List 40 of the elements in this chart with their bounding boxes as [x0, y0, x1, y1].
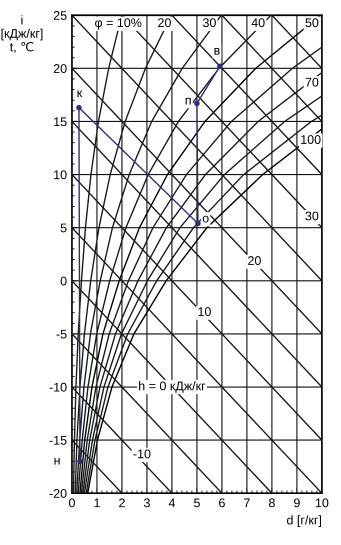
y-tick-label: -15	[50, 436, 67, 445]
x-tick-label: 0	[68, 498, 75, 508]
y-tick-label: 25	[54, 11, 67, 20]
annotation: 20	[248, 256, 261, 266]
annotation: 50	[305, 18, 318, 28]
y-tick-label: 10	[54, 170, 67, 180]
y-tick-label: 15	[54, 117, 67, 126]
x-tick-label: 2	[119, 498, 125, 508]
annotation: 100	[301, 135, 321, 144]
y-tick-label: 20	[54, 64, 67, 74]
y-tick-label: -20	[50, 489, 67, 498]
annotation: -10	[133, 449, 150, 458]
x-tick-label: 5	[194, 498, 200, 508]
annotation: 30	[305, 212, 318, 220]
y-axis-title: i [кДж/кг] t, ℃	[1, 15, 42, 53]
x-tick-label: 8	[268, 498, 275, 508]
annotation: h = 0 кДж/кг	[139, 381, 206, 393]
annotation: н	[54, 458, 60, 465]
x-tick-label: 6	[219, 498, 225, 508]
x-tick-label: 4	[168, 498, 176, 508]
x-tick-label: 7	[244, 498, 250, 508]
x-axis-title: d [г/кг]	[287, 515, 322, 527]
annotation: φ = 10%	[95, 18, 142, 30]
annotation: 30	[202, 18, 216, 28]
x-tick-label: 1	[94, 498, 100, 508]
annotation: 20	[158, 18, 171, 28]
x-tick-label: 9	[294, 498, 300, 508]
annotation: 10	[198, 307, 211, 316]
annotation: 40	[252, 18, 265, 28]
annotation: п	[186, 98, 191, 105]
annotation: к	[78, 90, 82, 98]
x-tick-label: 3	[144, 498, 150, 508]
y-tick-label: 0	[60, 276, 67, 286]
y-tick-label: -5	[56, 330, 67, 339]
y-tick-label: 5	[60, 224, 67, 232]
annotation: 70	[306, 78, 318, 87]
x-tick-label: 10	[316, 498, 328, 508]
y-tick-label: -10	[50, 382, 67, 392]
annotation: в	[214, 48, 220, 55]
annotation: о	[202, 216, 209, 223]
